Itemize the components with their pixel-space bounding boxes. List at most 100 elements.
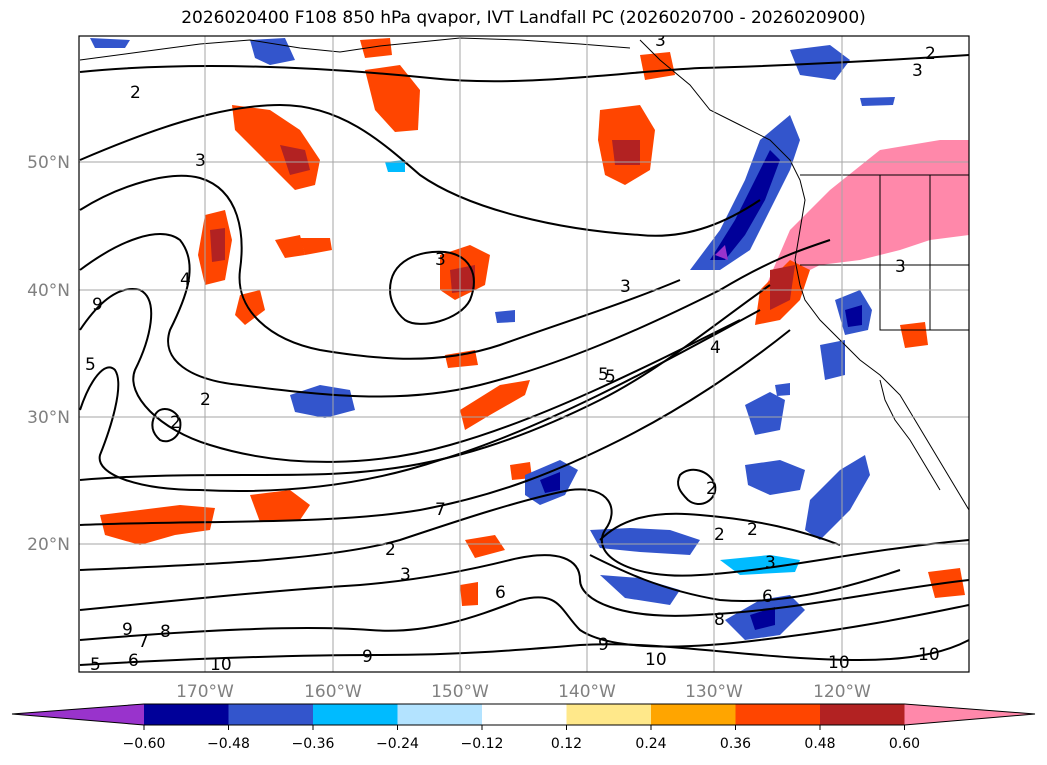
contour-line xyxy=(79,329,791,526)
anomaly-blob xyxy=(360,38,392,58)
colorbar-tick-label: −0.60 xyxy=(123,736,166,752)
contour-line xyxy=(599,512,841,546)
anomaly-blob xyxy=(365,65,420,132)
anomaly-blob xyxy=(210,228,225,262)
anomaly-blob xyxy=(460,582,478,606)
anomaly-blob xyxy=(250,38,295,65)
coastline-alaska xyxy=(79,37,631,61)
anomaly-blob xyxy=(750,607,775,630)
contour-label: 2 xyxy=(385,540,396,560)
longitude-label: 120°W xyxy=(813,682,871,702)
contour-label: 2 xyxy=(747,520,758,540)
longitude-label: 150°W xyxy=(431,682,489,702)
colorbar-cell xyxy=(735,704,820,725)
contour-label: 5 xyxy=(90,655,101,675)
contour-line xyxy=(79,488,969,577)
colorbar-cell xyxy=(651,704,736,725)
latitude-label: 30°N xyxy=(27,408,70,428)
contour-label: 10 xyxy=(918,645,940,665)
contour-label: 5 xyxy=(85,355,96,375)
anomaly-blob xyxy=(590,528,700,555)
colorbar-cell xyxy=(144,704,229,725)
anomaly-blob xyxy=(90,38,130,48)
coastline-baja xyxy=(879,379,941,491)
contour-label: 8 xyxy=(714,610,725,630)
contour-label: 9 xyxy=(598,635,609,655)
contour-label: 2 xyxy=(706,479,717,499)
contour-label: 3 xyxy=(912,61,923,81)
colorbar-cell xyxy=(397,704,482,725)
contour-line xyxy=(79,309,761,492)
contour-label: 6 xyxy=(495,583,506,603)
contour-line xyxy=(677,468,717,505)
contour-line xyxy=(79,284,771,481)
contour-label: 8 xyxy=(160,622,171,642)
anomaly-blob xyxy=(900,322,928,348)
contour-label: 2 xyxy=(170,413,181,433)
coastline-north-america xyxy=(639,39,969,511)
contour-label: 3 xyxy=(400,565,411,585)
anomaly-blob xyxy=(612,140,640,165)
colorbar-tick-label: 0.12 xyxy=(551,736,582,752)
anomaly-blob xyxy=(280,145,310,175)
contour-label: 9 xyxy=(362,647,373,667)
contour-label: 2 xyxy=(925,44,936,64)
contour-label: 6 xyxy=(762,587,773,607)
anomaly-blob xyxy=(770,265,795,310)
contour-line xyxy=(79,174,681,360)
contour-line xyxy=(388,250,475,325)
contour-label: 3 xyxy=(195,151,206,171)
colorbar-cell xyxy=(820,704,905,725)
map-title: 2026020400 F108 850 hPa qvapor, IVT Land… xyxy=(181,8,866,28)
contour-line xyxy=(79,596,969,648)
anomaly-blob xyxy=(775,383,790,396)
state-borders xyxy=(800,174,969,331)
anomaly-blob xyxy=(445,350,478,368)
anomaly-blob xyxy=(450,265,475,293)
longitude-label: 130°W xyxy=(685,682,743,702)
colorbar-tick-label: 0.60 xyxy=(889,736,920,752)
anomaly-blob xyxy=(745,392,785,435)
anomaly-blob xyxy=(715,245,728,260)
contour-label: 2 xyxy=(130,83,141,103)
contour-label: 10 xyxy=(210,655,232,675)
contour-line xyxy=(79,54,969,83)
contour-line xyxy=(151,408,182,443)
contour-label: 4 xyxy=(710,338,721,358)
anomaly-blob xyxy=(300,238,332,255)
contour-label: 2 xyxy=(714,525,725,545)
gridlines xyxy=(79,36,969,672)
colorbar-cell xyxy=(313,704,398,725)
contour-label: 7 xyxy=(435,500,446,520)
colorbar-tick-label: −0.12 xyxy=(461,736,504,752)
anomaly-blob xyxy=(600,575,680,605)
colorbar-ticks xyxy=(143,725,905,730)
anomaly-blob xyxy=(760,140,969,320)
contour-label: 5 xyxy=(598,365,609,385)
coastline-layer xyxy=(79,37,969,511)
contour-label: 3 xyxy=(895,257,906,277)
colorbar-tick-label: −0.48 xyxy=(207,736,250,752)
contour-label: 10 xyxy=(645,650,667,670)
longitude-label: 160°W xyxy=(304,682,362,702)
anomaly-blob xyxy=(805,455,870,540)
anomaly-blob xyxy=(845,305,862,327)
anomaly-blob xyxy=(275,235,305,258)
contour-label: 2 xyxy=(200,390,211,410)
contour-line xyxy=(79,554,969,617)
anomaly-blob xyxy=(100,505,215,545)
anomaly-blob xyxy=(710,150,780,260)
contour-labels: 2 3 2 3 4 5 9 5 2 2 3 3 4 5 7 2 2 2 3 6 … xyxy=(85,36,940,675)
contour-label: 3 xyxy=(435,250,446,270)
contour-label: 10 xyxy=(828,653,850,673)
contour-label: 5 xyxy=(605,367,616,387)
anomaly-blob xyxy=(250,490,310,522)
contour-label: 3 xyxy=(620,277,631,297)
contour-label: 9 xyxy=(92,295,103,315)
contour-line xyxy=(79,103,761,237)
colorbar-tick-label: −0.36 xyxy=(292,736,335,752)
colorbar-tick-label: 0.48 xyxy=(804,736,835,752)
anomaly-blob xyxy=(820,340,845,380)
colorbar-cell xyxy=(566,704,651,725)
